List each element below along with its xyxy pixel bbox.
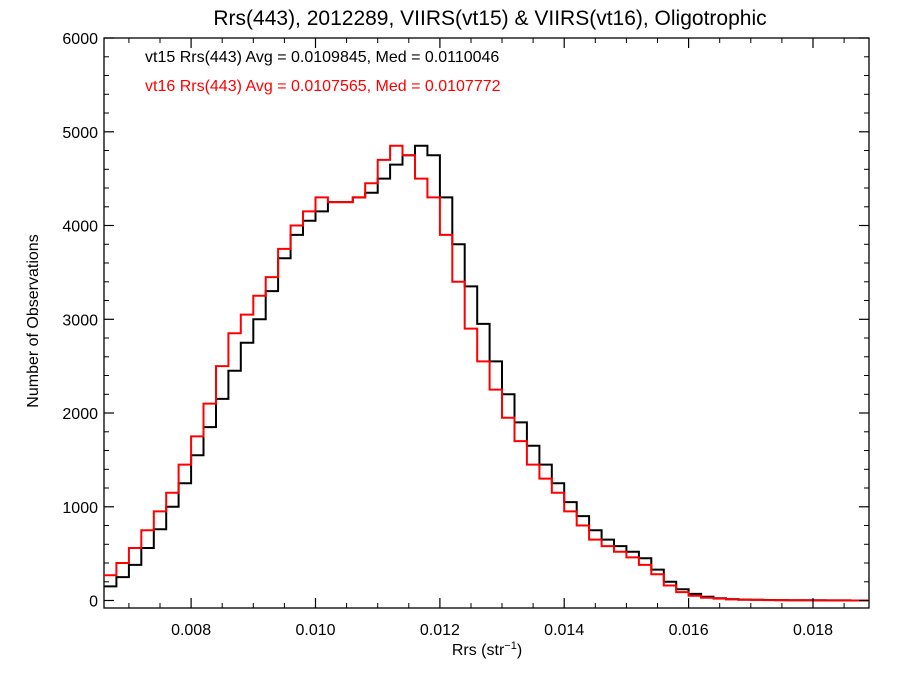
ticks-layer: 0.008 0.010 0.012 0.014 0.016 0.018 0 1000 2000 3… bbox=[62, 31, 869, 639]
series-line-vt16 bbox=[104, 144, 869, 602]
y-tick-label: 2000 bbox=[62, 406, 98, 423]
plot-frame bbox=[103, 37, 870, 609]
x-tick-label: 0.018 bbox=[793, 622, 833, 639]
y-tick-label: 4000 bbox=[62, 219, 98, 236]
x-tick-label: 0.010 bbox=[295, 622, 335, 639]
y-tick-label: 0 bbox=[89, 594, 98, 611]
series-line-vt15 bbox=[104, 144, 869, 602]
y-tick-label: 6000 bbox=[62, 31, 98, 48]
x-axis-label-superscript: −1 bbox=[504, 640, 517, 652]
x-tick-label: 0.014 bbox=[544, 622, 584, 639]
x-axis-label-main: Rrs (str bbox=[452, 642, 505, 659]
x-axis-label: Rrs (str−1) bbox=[452, 640, 522, 659]
y-tick-label: 1000 bbox=[62, 500, 98, 517]
y-tick-label: 3000 bbox=[62, 312, 98, 329]
x-tick-label: 0.016 bbox=[669, 622, 709, 639]
y-axis-label: Number of Observations bbox=[25, 234, 42, 407]
y-tick-label: 5000 bbox=[62, 125, 98, 142]
x-tick-label: 0.008 bbox=[171, 622, 211, 639]
x-tick-label: 0.012 bbox=[420, 622, 460, 639]
legend-entry-vt15: vt15 Rrs(443) Avg = 0.0109845, Med = 0.0… bbox=[145, 49, 499, 66]
series-layer bbox=[104, 144, 869, 602]
chart-title: Rrs(443), 2012289, VIIRS(vt15) & VIIRS(v… bbox=[213, 7, 766, 30]
x-axis-label-close: ) bbox=[517, 642, 522, 659]
plot-area: 0.008 0.010 0.012 0.014 0.016 0.018 0 1000 2000 3… bbox=[62, 31, 870, 639]
legend-entry-vt16: vt16 Rrs(443) Avg = 0.0107565, Med = 0.0… bbox=[145, 78, 501, 95]
